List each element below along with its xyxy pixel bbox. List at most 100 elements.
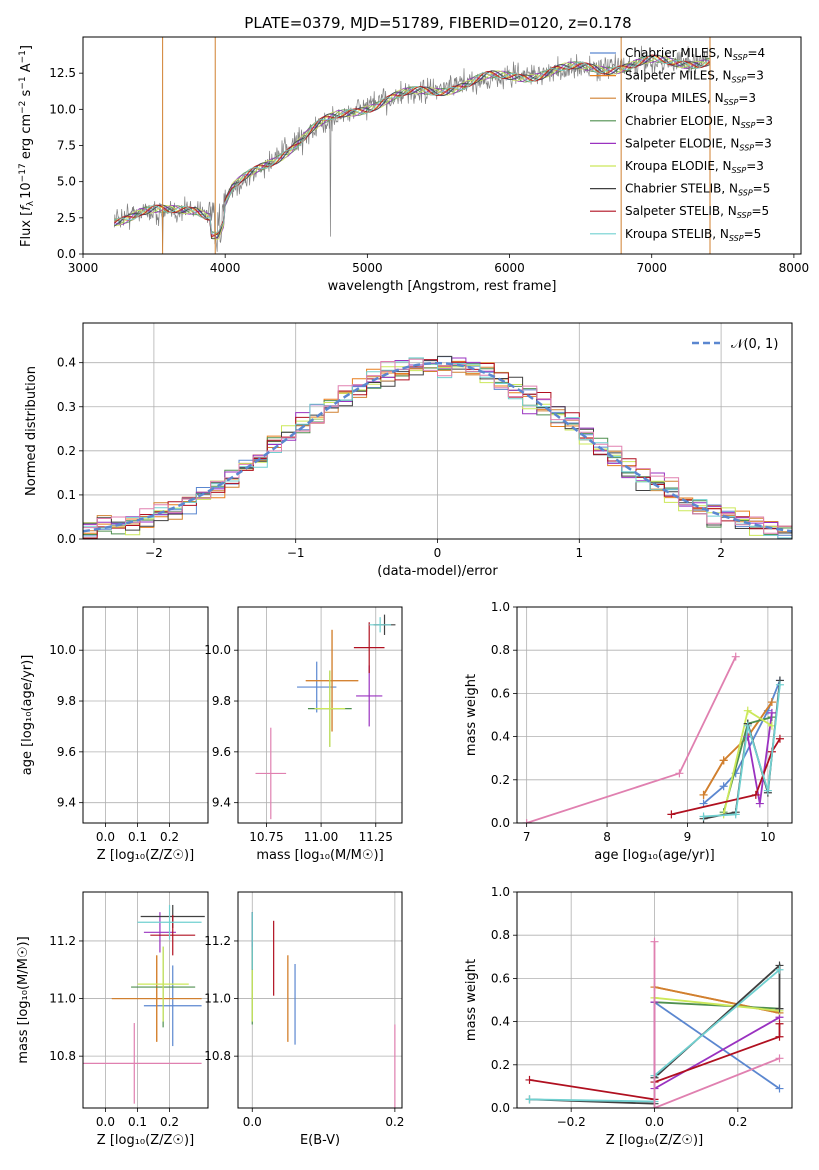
series-marker — [775, 1032, 784, 1041]
series-marker — [522, 819, 531, 823]
series-marker — [775, 1054, 784, 1063]
x-tick-label: 6000 — [494, 261, 525, 275]
y-tick-label: 10.8 — [204, 1049, 231, 1063]
y-tick-label: 0.4 — [491, 1015, 510, 1029]
legend-entry: Kroupa MILES, NSSP=3 — [625, 91, 756, 107]
series-marker — [775, 965, 784, 974]
y-axis-label: mass weight — [464, 674, 479, 756]
mass-weight-series — [526, 656, 737, 823]
legend-entry: Salpeter ELODIE, NSSP=3 — [625, 136, 772, 152]
y-tick-label: 7.5 — [57, 139, 76, 153]
series-marker — [767, 698, 776, 707]
axes-frame — [82, 322, 793, 540]
age-vs-metallicity-panel: 0.0 0.1 0.2 9.4 9.6 9.8 10.0 Z [log₁₀(Z/Z☉)] age… — [20, 606, 209, 863]
plot-area — [255, 614, 396, 820]
x-tick-label: 0.0 — [645, 1115, 664, 1129]
spectrum-panel: PLATE=0379, MJD=51789, FIBERID=0120, z=0… — [18, 14, 809, 294]
observed-spectrum — [113, 45, 711, 252]
plot-area — [525, 937, 784, 1108]
legend-entry: Chabrier ELODIE, NSSP=3 — [625, 114, 773, 130]
y-tick-label: 0.1 — [57, 488, 76, 502]
y-axis-label: age [log₁₀(age/yr)] — [20, 655, 35, 776]
y-tick-label: 9.8 — [212, 694, 231, 708]
series-marker — [755, 799, 764, 808]
x-tick-label: 7000 — [636, 261, 667, 275]
spectrum-legend: Chabrier MILES, NSSP=4 Salpeter MILES, NS… — [590, 46, 773, 243]
x-tick-label: 0.0 — [96, 830, 115, 844]
series-marker — [719, 782, 728, 791]
mass-vs-metallicity-panel: 0.0 0.1 0.2 10.8 11.0 11.2 Z [log₁₀(Z/Z☉)] mass… — [16, 891, 209, 1148]
x-tick-label: 8000 — [779, 261, 810, 275]
plot-area — [251, 912, 396, 1108]
x-tick-label: 11.25 — [359, 830, 393, 844]
model-spectrum — [114, 56, 710, 236]
y-tick-label: 2.5 — [57, 211, 76, 225]
x-tick-label: −1 — [287, 546, 305, 560]
y-tick-label: 1.0 — [491, 885, 510, 899]
plot-area — [83, 355, 792, 539]
series-marker — [719, 756, 728, 765]
model-spectrum — [114, 55, 710, 234]
y-tick-label: 10.8 — [49, 1049, 76, 1063]
series-marker — [699, 790, 708, 799]
y-tick-label: 11.2 — [49, 934, 76, 948]
y-tick-label: 0.2 — [491, 773, 510, 787]
y-tick-label: 0.3 — [57, 400, 76, 414]
y-tick-label: 9.6 — [212, 745, 231, 759]
plot-area — [83, 904, 205, 1104]
y-tick-label: 0.4 — [491, 730, 510, 744]
x-tick-label: 2 — [717, 546, 725, 560]
axes-frame — [516, 606, 793, 824]
y-tick-label: 0.6 — [491, 971, 510, 985]
legend-entry: Salpeter STELIB, NSSP=5 — [625, 204, 769, 220]
legend-entry: Chabrier MILES, NSSP=4 — [625, 46, 765, 62]
normal-curve — [83, 361, 792, 533]
x-axis-label: wavelength [Angstrom, rest frame] — [328, 279, 557, 294]
x-tick-label: 1 — [575, 546, 583, 560]
model-spectrum — [114, 55, 710, 240]
series-marker — [743, 706, 752, 715]
x-tick-label: 0.0 — [96, 1115, 115, 1129]
x-tick-label: 3000 — [68, 261, 99, 275]
axes-frame — [82, 606, 209, 824]
x-tick-label: 0.2 — [728, 1115, 747, 1129]
y-tick-label: 9.6 — [57, 745, 76, 759]
model-spectrum — [114, 56, 710, 239]
series-marker — [763, 786, 772, 795]
series-marker — [775, 680, 784, 689]
series-marker — [731, 652, 740, 661]
axes-frame — [237, 891, 403, 1109]
x-axis-label: mass [log₁₀(M/M☉)] — [256, 848, 383, 863]
x-tick-label: 10.75 — [249, 830, 283, 844]
x-tick-label: 0.2 — [160, 830, 179, 844]
plot-area — [522, 652, 784, 823]
mass-weight-vs-metallicity-panel: −0.2 0.0 0.2 0.0 0.2 0.4 0.6 0.8 1.0 Z [log₁₀(Z/Z… — [464, 885, 793, 1148]
x-axis-label: Z [log₁₀(Z/Z☉)] — [606, 1133, 703, 1148]
y-tick-label: 0.0 — [57, 247, 76, 261]
x-tick-label: 9 — [684, 830, 692, 844]
mass-weight-series — [653, 941, 780, 1108]
series-marker — [767, 708, 776, 717]
series-marker — [699, 812, 708, 821]
series-marker — [751, 790, 760, 799]
x-tick-label: 0.1 — [128, 1115, 147, 1129]
series-marker — [650, 1104, 659, 1108]
y-tick-label: 1.0 — [491, 600, 510, 614]
series-marker — [775, 734, 784, 743]
mass-weight-series — [653, 1001, 781, 1090]
y-tick-label: 9.8 — [57, 694, 76, 708]
x-axis-label: E(B-V) — [300, 1133, 340, 1148]
series-marker — [667, 810, 676, 819]
axes-frame — [82, 891, 209, 1109]
spectrum-title: PLATE=0379, MJD=51789, FIBERID=0120, z=0… — [244, 14, 631, 32]
x-tick-label: 10 — [760, 830, 775, 844]
series-marker — [731, 810, 740, 819]
x-tick-label: 11.00 — [304, 830, 338, 844]
series-marker — [675, 769, 684, 778]
y-axis-label: mass weight — [464, 959, 479, 1041]
y-tick-label: 11.0 — [204, 992, 231, 1006]
y-tick-label: 12.5 — [49, 66, 76, 80]
legend-entry: Kroupa ELODIE, NSSP=3 — [625, 159, 764, 175]
y-tick-label: 0.8 — [491, 643, 510, 657]
y-axis-label: Normed distribution — [24, 366, 39, 496]
